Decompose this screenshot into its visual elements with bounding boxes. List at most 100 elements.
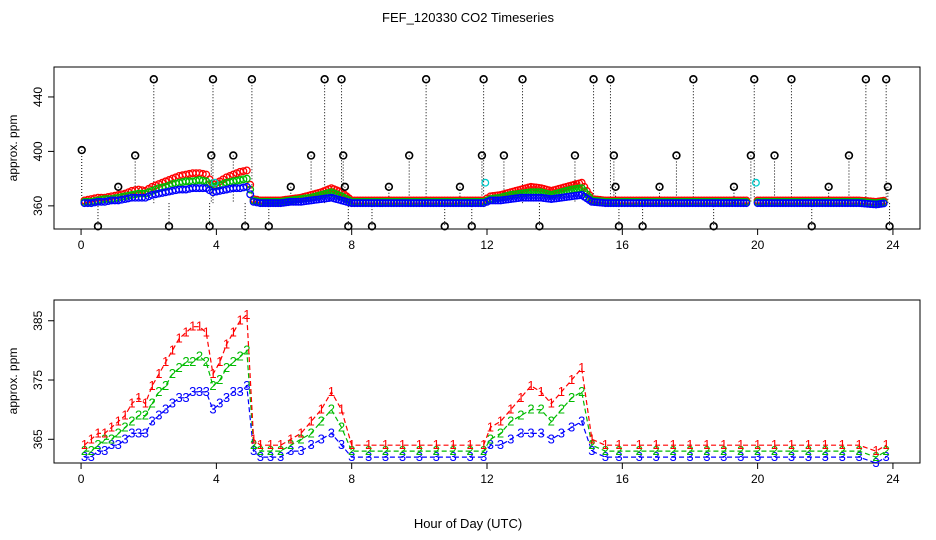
series-3-marker: 3 bbox=[450, 449, 457, 464]
series-2-marker: 2 bbox=[115, 425, 122, 440]
series-3-point bbox=[697, 199, 706, 208]
series-3-point bbox=[370, 199, 379, 208]
series-0-point bbox=[709, 222, 718, 231]
series-1-marker: 1 bbox=[399, 437, 406, 452]
series-2-marker: 2 bbox=[568, 390, 575, 405]
series-3-marker: 3 bbox=[209, 402, 216, 417]
series-2-marker: 2 bbox=[883, 443, 890, 458]
series-3-point bbox=[776, 199, 785, 208]
series-2-marker: 2 bbox=[203, 354, 210, 369]
series-3-point bbox=[764, 199, 773, 208]
series-3-marker: 3 bbox=[466, 449, 473, 464]
bottom-y-tick-label: 365 bbox=[31, 429, 45, 449]
series-2-marker: 2 bbox=[236, 348, 243, 363]
series-0-point bbox=[787, 75, 796, 84]
series-0-point bbox=[746, 151, 756, 160]
series-0-point bbox=[589, 75, 598, 84]
series-2-marker: 2 bbox=[169, 366, 176, 381]
series-3-point bbox=[669, 199, 678, 208]
series-3-point bbox=[674, 199, 683, 208]
series-2-marker: 2 bbox=[737, 443, 744, 458]
series-1-marker: 1 bbox=[81, 437, 88, 452]
series-2-marker: 2 bbox=[487, 431, 494, 446]
series-2-marker: 2 bbox=[328, 402, 335, 417]
series-1-marker: 1 bbox=[297, 425, 304, 440]
series-0-point bbox=[93, 222, 103, 231]
series-3-point bbox=[728, 199, 737, 208]
series-3-point bbox=[683, 199, 692, 208]
series-2-marker: 2 bbox=[669, 443, 676, 458]
top-y-axis: 360 400 440 bbox=[31, 87, 54, 216]
series-3-point bbox=[626, 199, 635, 208]
series-0-point bbox=[606, 75, 615, 84]
series-3-marker: 3 bbox=[155, 408, 162, 423]
series-3-marker: 3 bbox=[94, 443, 101, 458]
series-3-point bbox=[807, 199, 816, 208]
series-3-point bbox=[406, 199, 415, 208]
series-3-point bbox=[688, 199, 697, 208]
series-1-marker: 1 bbox=[135, 390, 142, 405]
series-3-point bbox=[432, 199, 441, 208]
series-3-marker: 3 bbox=[487, 437, 494, 452]
series-1-marker: 1 bbox=[115, 414, 122, 429]
series-3-point bbox=[429, 199, 438, 208]
series-3-marker: 3 bbox=[517, 425, 524, 440]
series-3-marker: 3 bbox=[568, 419, 575, 434]
series-cyan-point bbox=[481, 178, 490, 187]
series-1-marker: 1 bbox=[578, 360, 585, 375]
series-3-point bbox=[795, 199, 804, 208]
series-0-point bbox=[164, 222, 174, 231]
series-3-point bbox=[491, 196, 500, 205]
series-3-point bbox=[640, 199, 649, 208]
series-3-point bbox=[294, 197, 303, 206]
series-3-marker: 3 bbox=[548, 431, 555, 446]
series-3-point bbox=[460, 199, 469, 208]
series-1-marker: 1 bbox=[487, 419, 494, 434]
bottom-x-tick-label: 4 bbox=[213, 472, 220, 486]
series-3-point bbox=[790, 199, 799, 208]
series-3-point bbox=[347, 199, 356, 208]
series-1-marker: 1 bbox=[720, 437, 727, 452]
series-3-point bbox=[239, 183, 248, 192]
series-3-point bbox=[606, 199, 615, 208]
series-3-point bbox=[264, 199, 272, 208]
series-3-point bbox=[524, 193, 533, 202]
series-1-marker: 1 bbox=[382, 437, 389, 452]
series-3-point bbox=[849, 199, 858, 208]
series-2-marker: 2 bbox=[135, 408, 142, 423]
series-3-point bbox=[719, 199, 728, 208]
series-0-point bbox=[611, 182, 620, 191]
series-3-point bbox=[443, 199, 452, 208]
series-3-point bbox=[829, 199, 838, 208]
series-0-point bbox=[247, 75, 257, 84]
series-1-marker: 1 bbox=[686, 437, 693, 452]
series-1-marker: 1 bbox=[162, 354, 169, 369]
series-3-point bbox=[666, 199, 675, 208]
series-3-point bbox=[261, 199, 270, 208]
series-1-marker: 1 bbox=[155, 366, 162, 381]
series-1-marker: 1 bbox=[307, 414, 314, 429]
series-3-point bbox=[852, 199, 861, 208]
bottom-x-tick-label: 8 bbox=[348, 472, 355, 486]
series-3-marker: 3 bbox=[135, 425, 142, 440]
series-3-marker: 3 bbox=[558, 425, 565, 440]
series-3-point bbox=[353, 199, 362, 208]
series-1-marker: 1 bbox=[189, 319, 196, 334]
series-3-marker: 3 bbox=[148, 414, 155, 429]
series-2-marker: 2 bbox=[128, 414, 135, 429]
series-3-point bbox=[534, 193, 543, 202]
series-3-point bbox=[784, 199, 793, 208]
series-3-point bbox=[375, 199, 384, 208]
series-0-point bbox=[404, 151, 414, 160]
top-x-tick-label: 12 bbox=[480, 238, 494, 252]
series-3-point bbox=[717, 199, 725, 208]
series-2-marker: 2 bbox=[382, 443, 389, 458]
series-3-point bbox=[804, 199, 813, 208]
series-3-point bbox=[291, 197, 300, 206]
series-3-marker: 3 bbox=[416, 449, 423, 464]
series-3-point bbox=[731, 199, 740, 208]
series-3-marker: 3 bbox=[142, 425, 149, 440]
series-3-marker: 3 bbox=[236, 384, 243, 399]
series-3-point bbox=[454, 199, 463, 208]
series-3-point bbox=[359, 199, 367, 208]
